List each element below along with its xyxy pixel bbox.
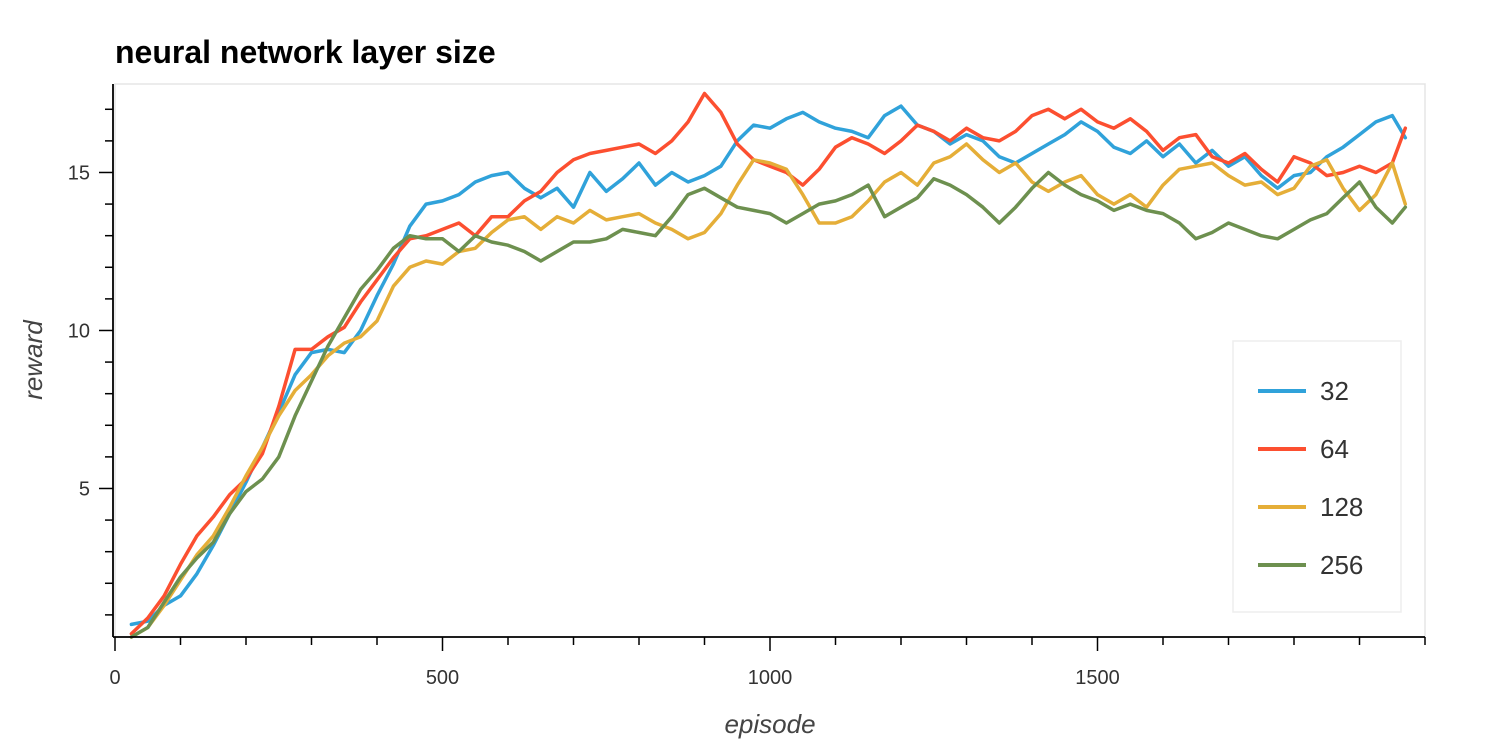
y-axis-label: reward [18,319,48,400]
legend-label-128: 128 [1320,492,1363,522]
series-line-32 [129,104,1408,627]
axes-layer [112,84,1425,638]
legend-label-64: 64 [1320,434,1349,464]
x-tick-label: 1500 [1075,667,1120,689]
tick-layer: 0 500 1000 1500 5 10 15 [68,108,1426,689]
series-line-128 [129,142,1408,639]
series-line-64 [129,91,1408,636]
y-tick-label: 10 [68,320,90,342]
x-axis-label: episode [724,709,815,739]
legend-label-256: 256 [1320,550,1363,580]
legend-label-32: 32 [1320,376,1349,406]
x-tick-label: 0 [109,667,120,689]
x-tick-label: 500 [426,667,459,689]
y-tick-label: 5 [79,478,90,500]
series-layer [129,91,1408,639]
chart-title: neural network layer size [115,34,496,70]
y-tick-label: 15 [68,162,90,184]
legend-box [1232,340,1402,613]
x-tick-label: 1000 [748,667,793,689]
legend: 32 64 128 256 [1232,340,1402,613]
series-line-256 [129,170,1408,639]
